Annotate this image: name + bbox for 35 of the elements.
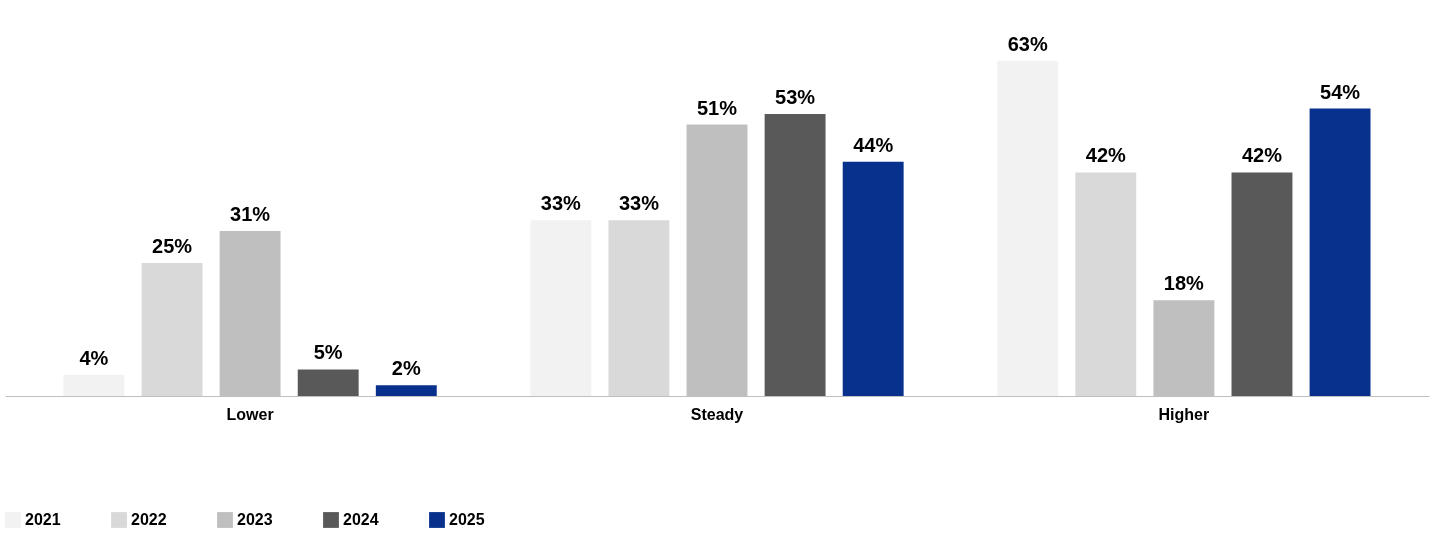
data-label: 5%	[313, 341, 343, 364]
data-label: 54%	[1320, 80, 1361, 103]
bar	[63, 374, 125, 396]
legend-label: 2021	[25, 511, 61, 528]
data-label: 25%	[152, 234, 193, 257]
bar	[997, 60, 1059, 396]
bar	[1309, 108, 1371, 396]
x-tick-label: Steady	[690, 405, 744, 423]
data-label: 2%	[391, 357, 421, 380]
data-label: 42%	[1085, 144, 1127, 167]
legend-label: 2025	[449, 511, 485, 528]
data-label: 63%	[1007, 32, 1048, 55]
data-label: 33%	[618, 192, 660, 215]
data-label: 44%	[853, 133, 894, 156]
legend-label: 2024	[343, 511, 379, 528]
data-label: 51%	[696, 96, 738, 119]
legend-label: 2022	[131, 511, 167, 528]
x-tick-label: Higher	[1158, 405, 1210, 423]
bar	[608, 220, 670, 396]
bar	[764, 113, 826, 396]
bar	[1075, 172, 1137, 396]
bar	[297, 369, 359, 396]
legend-label: 2023	[237, 511, 273, 528]
bar	[375, 385, 437, 396]
data-label: 4%	[79, 346, 109, 369]
bar	[141, 262, 203, 396]
data-label: 53%	[775, 85, 816, 108]
bar	[842, 161, 904, 396]
bar	[530, 220, 592, 396]
data-label: 18%	[1163, 272, 1205, 295]
bar	[1231, 172, 1293, 396]
data-label: 42%	[1241, 144, 1283, 167]
data-label: 33%	[540, 192, 582, 215]
x-tick-label: Lower	[226, 405, 274, 423]
data-label: 31%	[230, 202, 271, 225]
